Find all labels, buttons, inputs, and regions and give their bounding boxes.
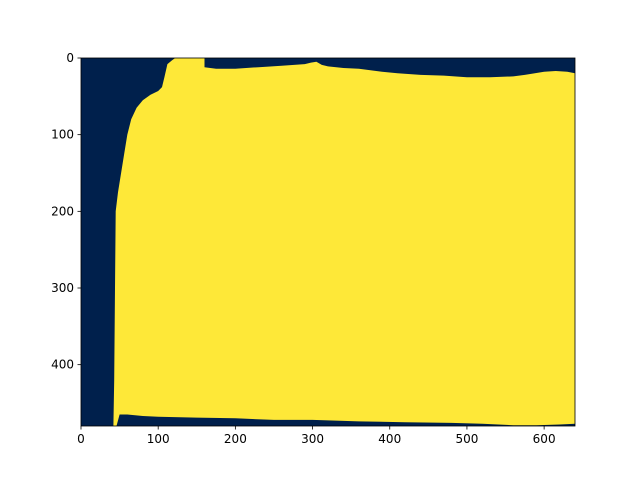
plot-area — [80, 57, 576, 427]
x-tick-label: 400 — [378, 432, 401, 446]
x-tick-label: 500 — [455, 432, 478, 446]
x-tick-label: 300 — [301, 432, 324, 446]
axes-frame — [80, 57, 576, 427]
y-axis: 0 100 200 300 400 — [51, 51, 81, 372]
y-tick-label: 300 — [51, 281, 74, 295]
y-tick-label: 100 — [51, 128, 74, 142]
x-tick-label: 0 — [77, 432, 85, 446]
y-tick-label: 0 — [66, 51, 74, 65]
y-tick-label: 200 — [51, 204, 74, 218]
y-tick-label: 400 — [51, 358, 74, 372]
x-axis: 0 100 200 300 400 500 600 — [77, 426, 556, 446]
x-tick-label: 600 — [533, 432, 556, 446]
x-tick-label: 200 — [224, 432, 247, 446]
x-tick-label: 100 — [147, 432, 170, 446]
heatmap-foreground-region — [113, 58, 576, 426]
